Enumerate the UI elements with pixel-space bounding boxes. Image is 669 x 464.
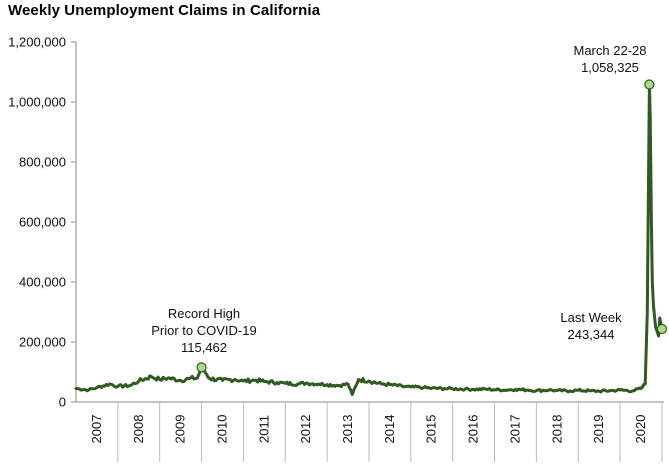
highlight-point: [644, 79, 655, 90]
x-tick-label: 2007: [89, 415, 104, 444]
x-tick-label: 2020: [633, 415, 648, 444]
x-tick-label: 2010: [214, 415, 229, 444]
annotations: Record High Prior to COVID-19 115,462 March…: [151, 43, 646, 355]
x-tick-label: 2013: [340, 415, 355, 444]
y-axis-ticks: 0 200,000 400,000 600,000 800,000 1,000,000 1,…: [8, 35, 76, 410]
annotation-label: Record High Prior to COVID-19 115,462: [151, 306, 256, 355]
x-tick-label: 2014: [382, 415, 397, 444]
y-tick-label: 1,000,000: [8, 95, 66, 110]
annotation-label: Last Week 243,344: [560, 310, 622, 342]
x-tick-label: 2018: [549, 415, 564, 444]
y-tick-label: 200,000: [19, 335, 66, 350]
series-line-weekly-claims: [74, 83, 664, 396]
annotation-label: March 22-28 1,058,325: [574, 43, 647, 75]
highlight-point: [196, 362, 207, 373]
y-tick-label: 800,000: [19, 155, 66, 170]
y-tick-label: 1,200,000: [8, 35, 66, 50]
x-axis-ticks: 2007 2008 2009 2010 2011 2012 2013 2014 2015 2016…: [89, 402, 663, 462]
x-tick-label: 2011: [256, 415, 271, 443]
x-tick-label: 2017: [507, 415, 522, 444]
highlight-point: [656, 323, 668, 335]
x-tick-label: 2015: [424, 415, 439, 444]
x-tick-label: 2012: [298, 415, 313, 444]
x-tick-label: 2009: [173, 415, 188, 444]
axes: [75, 42, 664, 403]
x-tick-label: 2008: [131, 415, 146, 444]
y-tick-label: 600,000: [19, 215, 66, 230]
x-tick-label: 2019: [591, 415, 606, 444]
y-tick-label: 400,000: [19, 275, 66, 290]
chart-title: Weekly Unemployment Claims in California: [8, 2, 321, 19]
y-tick-label: 0: [59, 395, 66, 410]
highlight-markers: [196, 79, 668, 373]
x-tick-label: 2016: [466, 415, 481, 444]
